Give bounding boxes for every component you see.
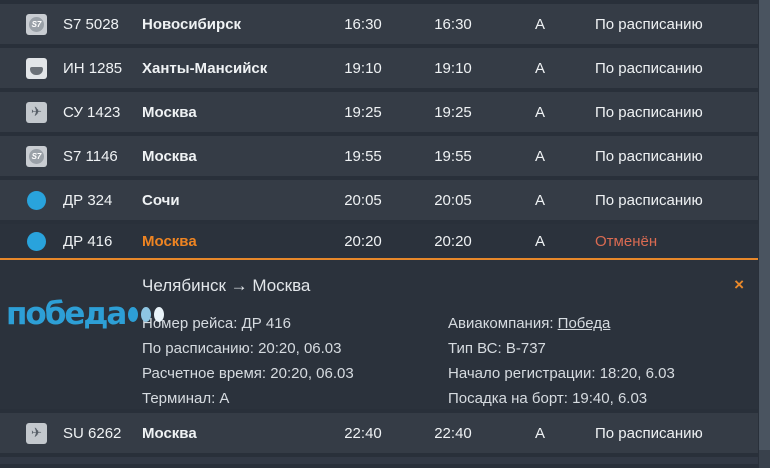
destination-city: Москва [142,232,197,250]
detail-label: Начало регистрации: [448,365,600,382]
detail-label: Тип ВС: [448,340,506,357]
detail-line: Номер рейса: ДР 416 [142,311,448,336]
detail-line: Начало регистрации: 18:20, 6.03 [448,361,758,386]
terminal: А [534,424,545,442]
detail-label: Посадка на борт: [448,390,573,407]
flight-status: По расписанию [595,424,703,442]
detail-value: 20:20, 06.03 [270,365,354,382]
destination-city: Москва [142,147,197,165]
detail-columns: Номер рейса: ДР 416 По расписанию: 20:20,… [142,311,758,411]
scheduled-time: 22:40 [344,424,382,442]
flight-status: По расписанию [595,59,703,77]
detail-label: Терминал: [142,390,220,407]
flight-row[interactable]: SU 6262 Москва 22:40 22:40 А По расписан… [0,413,758,453]
estimated-time: 19:10 [434,59,472,77]
estimated-time: 16:30 [434,15,472,33]
airline-logo-icon [26,57,47,79]
flight-row[interactable]: S7 5028 Новосибирск 16:30 16:30 А По рас… [0,4,758,44]
terminal: А [534,147,545,165]
flight-number: SU 6262 [63,424,122,442]
detail-value: 19:40, 6.03 [572,390,648,407]
detail-column-right: Авиакомпания: Победа Тип ВС: B-737 Начало … [448,311,758,411]
detail-value: А [219,390,230,407]
scrollbar[interactable] [759,0,770,468]
scheduled-time: 20:20 [344,232,382,250]
detail-value: B-737 [505,340,546,357]
flight-row[interactable]: ДР 324 Сочи 20:05 20:05 А По расписанию [0,180,758,220]
flight-status: По расписанию [595,147,703,165]
flight-detail-panel: × победа Челябинск → Москва Номер рейса:… [0,260,758,409]
estimated-time: 20:20 [434,232,472,250]
scheduled-time: 20:05 [344,191,382,209]
flight-row[interactable]: S7 1146 Москва 19:55 19:55 А По расписан… [0,136,758,176]
scheduled-time: 16:30 [344,15,382,33]
pobeda-logo-dot [141,306,152,322]
flight-table: S7 5028 Новосибирск 16:30 16:30 А По рас… [0,4,758,464]
scheduled-time: 19:10 [344,59,382,77]
flight-row[interactable]: СУ 1423 Москва 19:25 19:25 А По расписан… [0,92,758,132]
detail-label: Номер рейса: [142,315,242,332]
detail-line: Авиакомпания: Победа [448,311,758,336]
terminal: А [534,15,545,33]
destination-city: Сочи [142,191,180,209]
scheduled-time: 19:55 [344,147,382,165]
terminal: А [534,59,545,77]
airline-logo-icon [27,190,46,210]
flight-status: По расписанию [595,191,703,209]
pobeda-logo-text: победа [6,296,127,332]
destination-city: Москва [142,103,197,121]
flight-number: S7 1146 [63,147,118,165]
estimated-time: 20:05 [434,191,472,209]
destination-city: Москва [142,424,197,442]
destination-city: Новосибирск [142,15,242,33]
detail-label: Авиакомпания: [448,315,558,332]
flight-number: ДР 416 [63,232,113,250]
airline-logo-icon [27,231,46,251]
terminal: А [534,191,545,209]
flight-status: По расписанию [595,15,703,33]
flight-row[interactable]: ИН 1285 Ханты-Мансийск 19:10 19:10 А По … [0,48,758,88]
flight-number: СУ 1423 [63,103,121,121]
detail-line: Терминал: А [142,386,448,411]
route-title: Челябинск → Москва [142,276,311,295]
detail-value: ДР 416 [241,315,291,332]
flight-row[interactable]: ДР 416 Москва 20:20 20:20 А Отменён [0,224,758,260]
flight-status: По расписанию [595,103,703,121]
airline-logo-icon [26,101,47,123]
scrollbar-thumb[interactable] [759,0,770,450]
destination-city: Ханты-Мансийск [142,59,268,77]
detail-label: Расчетное время: [142,365,271,382]
estimated-time: 22:40 [434,424,472,442]
close-icon[interactable]: × [734,275,744,294]
flight-number: ДР 324 [63,191,113,209]
terminal: А [534,232,545,250]
estimated-time: 19:55 [434,147,472,165]
airline-logo-icon [26,145,47,167]
pobeda-logo-dot [154,306,165,322]
flight-status: Отменён [595,232,658,250]
detail-column-left: Номер рейса: ДР 416 По расписанию: 20:20,… [142,311,448,411]
airline-link[interactable]: Победа [557,315,611,332]
pobeda-airline-logo: победа [6,296,165,332]
detail-label: По расписанию: [142,340,259,357]
terminal: А [534,103,545,121]
airline-logo-icon [26,13,47,35]
detail-line: Расчетное время: 20:20, 06.03 [142,361,448,386]
detail-value: 20:20, 06.03 [258,340,342,357]
scheduled-time: 19:25 [344,103,382,121]
flight-number: ИН 1285 [63,59,123,77]
detail-value: 18:20, 6.03 [599,365,675,382]
pobeda-logo-dot [128,306,139,322]
flight-number: S7 5028 [63,15,119,33]
detail-line: Тип ВС: B-737 [448,336,758,361]
estimated-time: 19:25 [434,103,472,121]
airline-logo-icon [26,422,47,444]
partial-next-row [0,457,758,464]
detail-line: По расписанию: 20:20, 06.03 [142,336,448,361]
detail-line: Посадка на борт: 19:40, 6.03 [448,386,758,411]
